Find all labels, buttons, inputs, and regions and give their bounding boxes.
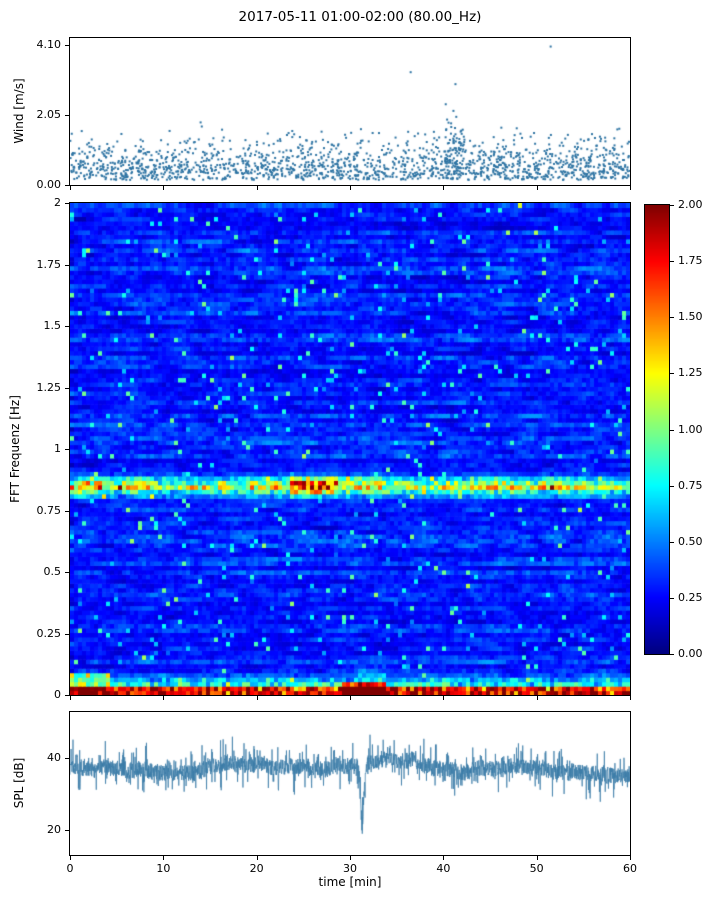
x-tick-mark: [630, 186, 631, 190]
colorbar-tick-label: 1.25: [678, 366, 703, 380]
x-tick-mark: [630, 856, 631, 860]
colorbar-tick-mark: [670, 598, 674, 599]
y-tick-mark: [65, 830, 69, 831]
wind-y-tick-label: 2.05: [36, 107, 62, 121]
colorbar-tick-label: 0.25: [678, 590, 703, 604]
colorbar-tick-label: 1.50: [678, 310, 703, 324]
x-tick-mark: [443, 696, 444, 700]
spectrogram-y-tick-label: 0: [54, 688, 61, 701]
x-tick-label: 60: [623, 862, 637, 875]
y-tick-mark: [65, 326, 69, 327]
colorbar-tick-mark: [670, 317, 674, 318]
x-tick-mark: [350, 186, 351, 190]
y-tick-mark: [65, 388, 69, 389]
colorbar-tick-label: 1.75: [678, 254, 703, 268]
colorbar-tick-label: 2.00: [678, 198, 703, 211]
x-tick-mark: [163, 186, 164, 190]
x-axis-label: time [min]: [318, 875, 382, 889]
x-tick-label: 20: [249, 862, 264, 875]
x-tick-mark: [537, 856, 538, 860]
x-tick-mark: [70, 696, 71, 700]
spl-panel: [69, 711, 631, 856]
y-tick-mark: [65, 511, 69, 512]
spectrogram-heatmap: [70, 203, 630, 695]
x-tick-mark: [537, 696, 538, 700]
spl-y-tick-label: 20: [47, 822, 61, 836]
spectrogram-y-tick-label: 1: [54, 442, 61, 455]
x-tick-mark: [350, 856, 351, 860]
y-tick-mark: [65, 572, 69, 573]
figure-title: 2017-05-11 01:00-02:00 (80.00_Hz): [238, 9, 482, 25]
spl-y-tick-label: 40: [47, 751, 61, 765]
x-tick-label: 30: [343, 862, 357, 875]
x-tick-mark: [70, 856, 71, 860]
spectrogram-y-tick-label: 0.5: [43, 565, 62, 578]
wind-y-tick-label: 4.10: [36, 37, 62, 51]
y-tick-mark: [65, 449, 69, 450]
wind-y-tick-label: 0.00: [36, 178, 62, 191]
x-tick-mark: [257, 856, 258, 860]
y-tick-mark: [65, 695, 69, 696]
colorbar-tick-mark: [670, 261, 674, 262]
colorbar-tick-mark: [670, 542, 674, 543]
spectrogram-y-tick-label: 0.75: [36, 503, 62, 517]
colorbar-tick-label: 1.00: [678, 422, 703, 436]
y-tick-mark: [65, 758, 69, 759]
colorbar-tick-mark: [670, 373, 674, 374]
wind-scatter-panel: [69, 37, 631, 186]
x-tick-mark: [630, 696, 631, 700]
y-tick-mark: [65, 634, 69, 635]
x-tick-label: 0: [66, 862, 74, 875]
colorbar-tick-mark: [670, 654, 674, 655]
x-tick-label: 40: [436, 862, 451, 875]
colorbar-tick-mark: [670, 430, 674, 431]
spectrogram-panel: [69, 202, 631, 696]
spectrogram-y-tick-label: 2: [54, 196, 61, 209]
spl-line-plot: [70, 712, 630, 855]
y-tick-mark: [65, 185, 69, 186]
colorbar-panel: [644, 204, 670, 655]
x-tick-mark: [70, 186, 71, 190]
colorbar-tick-label: 0.75: [678, 478, 703, 492]
spectrogram-y-tick-label: 1.75: [36, 257, 62, 271]
y-tick-mark: [65, 45, 69, 46]
x-tick-mark: [350, 696, 351, 700]
y-tick-mark: [65, 115, 69, 116]
colorbar-tick-mark: [670, 486, 674, 487]
x-tick-mark: [257, 696, 258, 700]
x-tick-mark: [537, 186, 538, 190]
x-tick-label: 50: [529, 862, 544, 875]
colorbar-tick-label: 0.00: [678, 647, 703, 660]
x-tick-mark: [443, 856, 444, 860]
wind-scatter-plot: [70, 38, 630, 185]
spectrogram-y-tick-label: 1.5: [43, 319, 62, 332]
spectrogram-y-tick-label: 0.25: [36, 626, 62, 640]
y-tick-mark: [65, 265, 69, 266]
spectrogram-y-tick-label: 1.25: [36, 380, 62, 394]
colorbar-gradient: [645, 205, 669, 654]
x-tick-mark: [443, 186, 444, 190]
x-tick-label: 10: [156, 862, 171, 875]
x-tick-mark: [163, 696, 164, 700]
colorbar-tick-label: 0.50: [678, 534, 703, 548]
x-tick-mark: [257, 186, 258, 190]
colorbar-tick-mark: [670, 205, 674, 206]
y-tick-mark: [65, 203, 69, 204]
x-tick-mark: [163, 856, 164, 860]
